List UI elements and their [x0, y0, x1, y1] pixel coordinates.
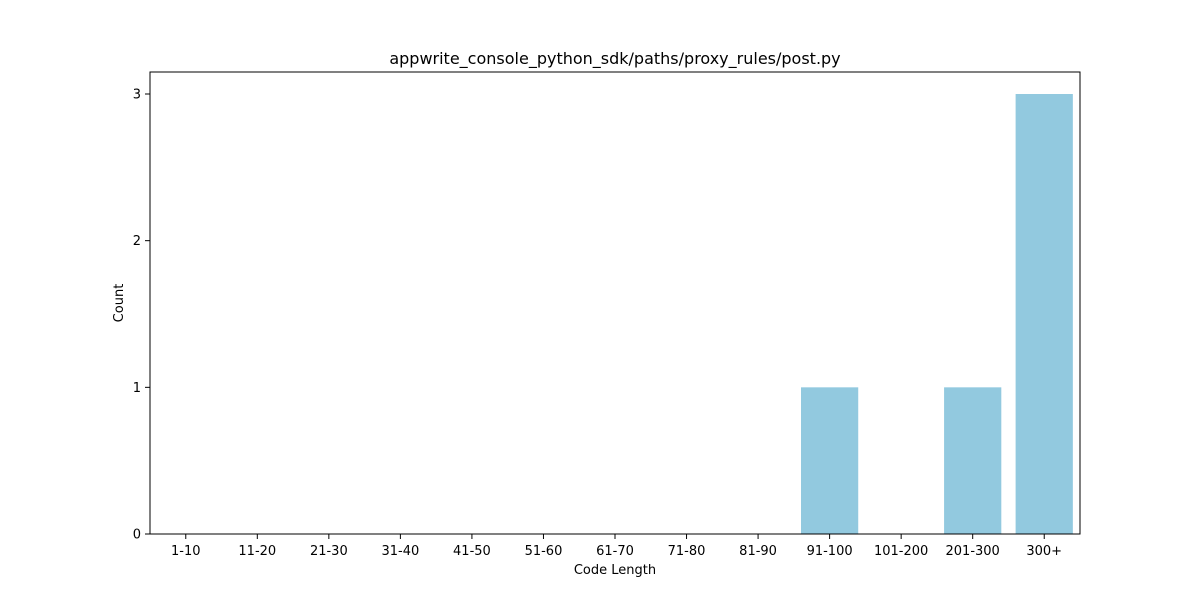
x-axis-ticks: 1-10 11-20 21-30 31-40 41-50 51-60 61-70 71-80 8… [171, 534, 1062, 559]
plot-area-frame [149, 71, 1081, 535]
x-tick-label: 11-20 [238, 544, 276, 559]
x-axis-label: Code Length [574, 563, 656, 578]
y-tick-label: 2 [133, 234, 141, 249]
bar-201-300 [944, 387, 1002, 534]
x-tick-label: 31-40 [381, 544, 419, 559]
y-tick-label: 1 [133, 381, 141, 396]
x-tick-label: 91-100 [807, 544, 853, 559]
bar-91-100 [801, 387, 859, 534]
x-tick-label: 81-90 [739, 544, 777, 559]
x-tick-label: 101-200 [874, 544, 928, 559]
bars-group [801, 94, 1073, 534]
chart-title: appwrite_console_python_sdk/paths/proxy_… [389, 49, 840, 69]
x-tick-label: 71-80 [668, 544, 706, 559]
x-tick-label: 1-10 [171, 544, 201, 559]
y-axis-label: Count [112, 284, 127, 323]
y-tick-label: 0 [133, 528, 141, 543]
y-tick-label: 3 [133, 88, 141, 103]
x-tick-label: 21-30 [310, 544, 348, 559]
x-tick-label: 51-60 [525, 544, 563, 559]
x-tick-label: 61-70 [596, 544, 634, 559]
y-axis-ticks: 0 1 2 3 [133, 88, 150, 543]
x-tick-label: 41-50 [453, 544, 491, 559]
x-tick-label: 201-300 [946, 544, 1000, 559]
bar-300+ [1015, 94, 1073, 534]
x-tick-label: 300+ [1026, 544, 1062, 559]
